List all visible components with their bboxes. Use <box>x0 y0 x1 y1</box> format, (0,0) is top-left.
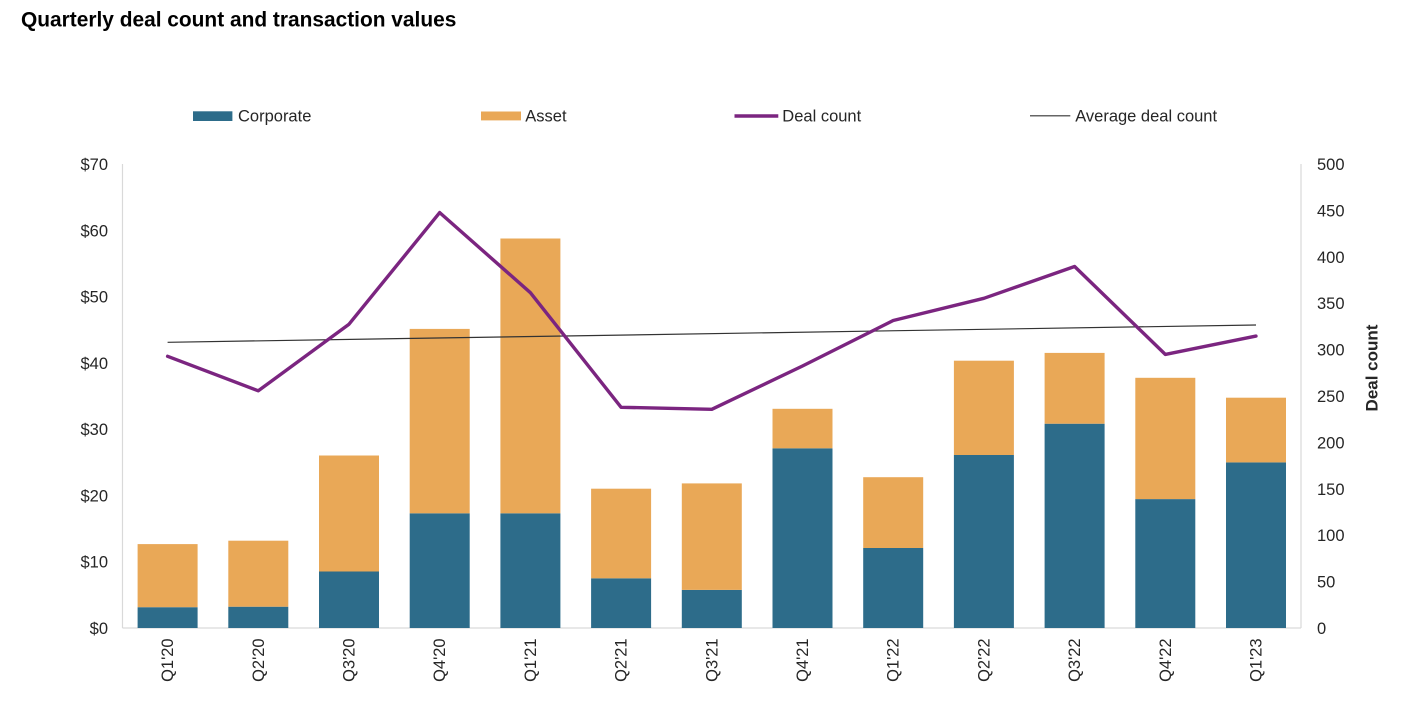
svg-text:$20: $20 <box>80 487 108 505</box>
svg-text:Asset: Asset <box>525 108 567 126</box>
svg-text:Q1'20: Q1'20 <box>159 638 177 682</box>
svg-text:Q2'21: Q2'21 <box>613 638 631 682</box>
svg-text:$30: $30 <box>80 421 108 439</box>
svg-text:$0: $0 <box>90 620 108 638</box>
svg-text:200: 200 <box>1317 434 1345 452</box>
svg-text:300: 300 <box>1317 342 1345 360</box>
svg-text:150: 150 <box>1317 481 1345 499</box>
svg-text:$50: $50 <box>80 289 108 307</box>
svg-text:350: 350 <box>1317 295 1345 313</box>
svg-text:0: 0 <box>1317 620 1326 638</box>
svg-text:450: 450 <box>1317 202 1345 220</box>
svg-text:$40: $40 <box>80 355 108 373</box>
svg-text:Q3'21: Q3'21 <box>703 638 721 682</box>
svg-text:Q2'20: Q2'20 <box>250 638 268 682</box>
svg-text:Deal count: Deal count <box>1363 324 1382 411</box>
svg-text:400: 400 <box>1317 249 1345 267</box>
svg-text:250: 250 <box>1317 388 1345 406</box>
svg-text:100: 100 <box>1317 527 1345 545</box>
svg-text:$10: $10 <box>80 554 108 572</box>
svg-text:Q1'23: Q1'23 <box>1248 638 1266 682</box>
svg-text:Q1'21: Q1'21 <box>522 638 540 682</box>
svg-text:Average deal count: Average deal count <box>1075 108 1217 126</box>
svg-text:500: 500 <box>1317 156 1345 174</box>
svg-text:Deal count: Deal count <box>782 108 861 126</box>
svg-text:Q4'21: Q4'21 <box>794 638 812 682</box>
svg-text:Q1'22: Q1'22 <box>885 638 903 682</box>
svg-text:Q3'22: Q3'22 <box>1066 638 1084 682</box>
svg-text:$70: $70 <box>80 156 108 174</box>
svg-text:Q4'20: Q4'20 <box>431 638 449 682</box>
svg-text:Q3'20: Q3'20 <box>341 638 359 682</box>
svg-text:Quarterly deal count and trans: Quarterly deal count and transaction val… <box>21 9 456 32</box>
svg-text:Corporate: Corporate <box>238 108 311 126</box>
svg-text:50: 50 <box>1317 574 1335 592</box>
svg-text:Q2'22: Q2'22 <box>975 638 993 682</box>
svg-text:$60: $60 <box>80 222 108 240</box>
svg-text:Q4'22: Q4'22 <box>1157 638 1175 682</box>
